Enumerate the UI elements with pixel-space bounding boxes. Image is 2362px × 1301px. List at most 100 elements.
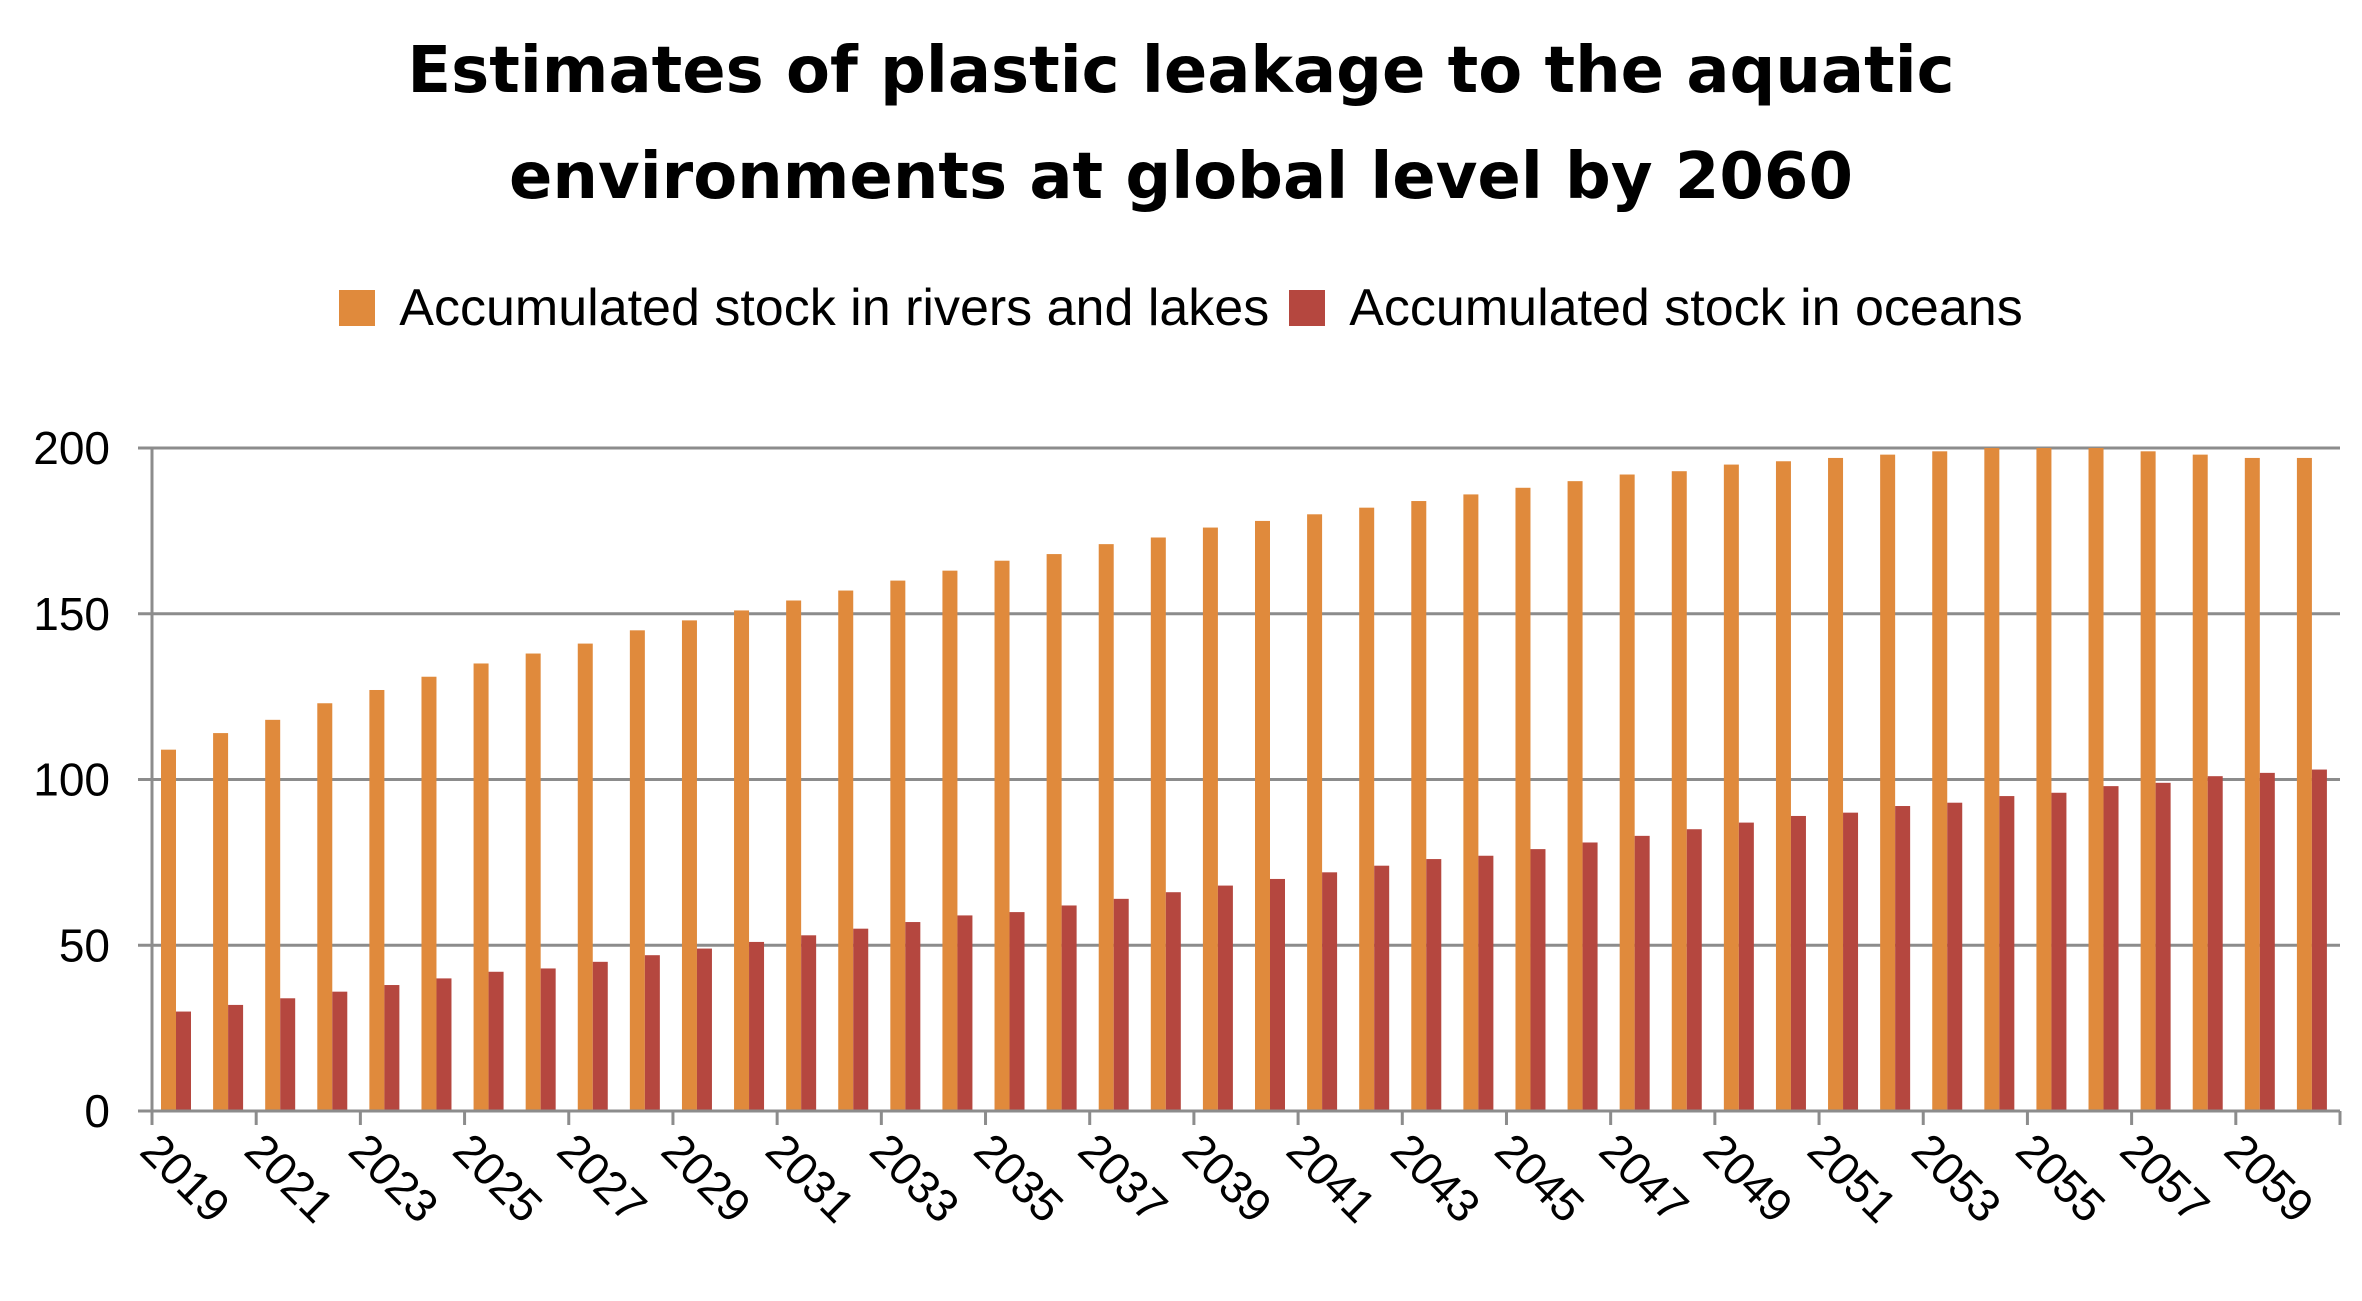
bar-oceans-2044 (1478, 855, 1494, 1111)
bar-rivers-lakes-2051 (1828, 457, 1844, 1111)
bar-rivers-lakes-2057 (2140, 451, 2156, 1111)
x-tick-label-2041: 2041 (1277, 1123, 1386, 1232)
bar-oceans-2038 (1165, 892, 1181, 1111)
bar-rivers-lakes-2022 (317, 703, 333, 1111)
bar-oceans-2039 (1217, 885, 1233, 1111)
bar-oceans-2034 (957, 915, 973, 1111)
bar-oceans-2028 (644, 955, 660, 1111)
bar-oceans-2051 (1843, 812, 1859, 1111)
legend-swatch-rivers-lakes (339, 290, 376, 326)
bar-rivers-lakes-2036 (1046, 554, 1062, 1111)
bar-oceans-2052 (1895, 806, 1911, 1111)
bar-rivers-lakes-2048 (1671, 471, 1687, 1112)
bar-rivers-lakes-2019 (161, 749, 176, 1111)
bar-rivers-lakes-2025 (473, 663, 489, 1111)
bar-rivers-lakes-2044 (1463, 494, 1479, 1111)
y-tick-label-0: 0 (84, 1085, 110, 1137)
bar-rivers-lakes-2050 (1775, 461, 1791, 1111)
axes (138, 446, 2342, 1125)
x-tick-label-2021: 2021 (235, 1123, 344, 1232)
legend-item-oceans: Accumulated stock in oceans (1289, 278, 2023, 338)
y-tick-label-50: 50 (59, 919, 110, 971)
bar-rivers-lakes-2027 (577, 643, 593, 1111)
bar-oceans-2054 (1999, 796, 2015, 1111)
bar-oceans-2024 (436, 978, 452, 1111)
bar-oceans-2045 (1530, 849, 1546, 1111)
x-tick-label-2029: 2029 (652, 1123, 761, 1232)
bar-oceans-2037 (1113, 898, 1129, 1111)
bar-rivers-lakes-2049 (1723, 464, 1739, 1111)
chart-title-line-1: Estimates of plastic leakage to the aqua… (407, 34, 1955, 108)
x-tick-label-2045: 2045 (1485, 1123, 1594, 1232)
bar-oceans-2029 (696, 948, 712, 1111)
bar-rivers-lakes-2058 (2192, 454, 2208, 1111)
bar-rivers-lakes-2059 (2244, 457, 2260, 1111)
bar-rivers-lakes-2045 (1515, 487, 1531, 1111)
chart-title-line-2: environments at global level by 2060 (509, 140, 1853, 214)
bar-oceans-2050 (1790, 815, 1806, 1111)
bar-oceans-2056 (2103, 786, 2119, 1111)
bar-oceans-2019 (176, 1011, 191, 1111)
legend-label-rivers-lakes: Accumulated stock in rivers and lakes (399, 279, 1270, 337)
legend-label-oceans: Accumulated stock in oceans (1349, 279, 2023, 337)
x-tick-label-2039: 2039 (1173, 1123, 1282, 1232)
bar-oceans-2040 (1270, 878, 1285, 1111)
bar-oceans-2043 (1426, 859, 1442, 1111)
x-tick-label-2057: 2057 (2111, 1123, 2220, 1232)
bar-rivers-lakes-2060 (2296, 457, 2312, 1111)
bar-rivers-lakes-2034 (942, 570, 958, 1111)
bar-oceans-2042 (1374, 865, 1390, 1111)
y-tick-label-200: 200 (33, 422, 110, 474)
bar-oceans-2059 (2259, 772, 2275, 1111)
bar-rivers-lakes-2026 (525, 653, 541, 1111)
x-tick-label-2027: 2027 (548, 1123, 657, 1232)
bar-rivers-lakes-2054 (1984, 448, 2000, 1111)
bar-series (161, 448, 2327, 1112)
bar-oceans-2025 (488, 971, 504, 1111)
bar-oceans-2049 (1738, 822, 1754, 1111)
bar-rivers-lakes-2024 (421, 676, 437, 1111)
legend-swatch-oceans (1289, 290, 1326, 326)
bar-oceans-2046 (1582, 842, 1598, 1111)
bar-oceans-2041 (1322, 872, 1338, 1111)
bar-rivers-lakes-2053 (1932, 451, 1948, 1111)
x-tick-label-2043: 2043 (1381, 1123, 1490, 1232)
bar-rivers-lakes-2055 (2036, 448, 2052, 1111)
bar-rivers-lakes-2040 (1255, 520, 1270, 1111)
bar-oceans-2032 (853, 928, 869, 1111)
bar-rivers-lakes-2037 (1098, 544, 1114, 1111)
legend-item-rivers-lakes: Accumulated stock in rivers and lakes (339, 278, 1269, 338)
x-tick-label-2051: 2051 (1798, 1123, 1907, 1232)
bar-rivers-lakes-2030 (734, 610, 750, 1111)
bar-rivers-lakes-2035 (994, 560, 1010, 1111)
bar-oceans-2021 (280, 998, 296, 1111)
bar-oceans-2060 (2311, 769, 2327, 1111)
chart-title: Estimates of plastic leakage to the aqua… (0, 18, 2362, 230)
x-tick-label-2025: 2025 (444, 1123, 553, 1232)
bar-rivers-lakes-2023 (369, 689, 385, 1111)
bar-rivers-lakes-2039 (1202, 527, 1218, 1111)
x-tick-label-2023: 2023 (339, 1123, 448, 1232)
bar-oceans-2048 (1686, 829, 1702, 1111)
bar-rivers-lakes-2028 (629, 630, 645, 1111)
bar-rivers-lakes-2033 (890, 580, 906, 1111)
x-tick-label-2047: 2047 (1590, 1123, 1699, 1232)
bar-rivers-lakes-2043 (1411, 501, 1427, 1111)
x-tick-label-2055: 2055 (2006, 1123, 2115, 1232)
bar-rivers-lakes-2020 (213, 733, 229, 1111)
bar-oceans-2030 (749, 941, 765, 1111)
bar-rivers-lakes-2052 (1880, 454, 1896, 1111)
bar-rivers-lakes-2032 (838, 590, 854, 1111)
x-tick-label-2037: 2037 (1069, 1123, 1178, 1232)
bar-rivers-lakes-2046 (1567, 481, 1583, 1111)
bar-oceans-2047 (1634, 835, 1650, 1111)
bar-rivers-lakes-2041 (1307, 514, 1323, 1111)
y-tick-label-150: 150 (33, 588, 110, 640)
bar-oceans-2023 (384, 985, 400, 1111)
chart-legend: Accumulated stock in rivers and lakes Ac… (0, 278, 2362, 338)
bar-rivers-lakes-2021 (265, 719, 281, 1111)
x-tick-label-2049: 2049 (1694, 1123, 1803, 1232)
bar-oceans-2026 (540, 968, 556, 1111)
bar-rivers-lakes-2029 (681, 620, 697, 1111)
